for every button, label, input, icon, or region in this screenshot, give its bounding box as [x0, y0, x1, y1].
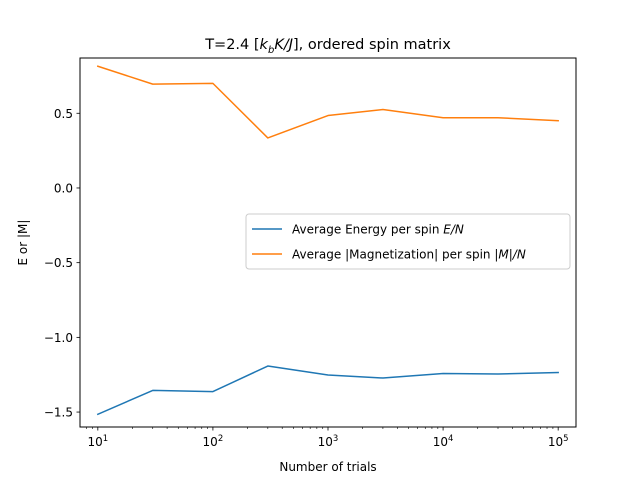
x-axis: 101 102 103 104 105 [86, 427, 569, 449]
x-tick-label: 102 [203, 434, 224, 449]
y-tick-label: −1.5 [44, 406, 73, 420]
y-axis-label: E or |M| [16, 220, 30, 266]
plot-area [96, 65, 559, 416]
legend-box [245, 213, 571, 270]
y-axis: −1.5 −1.0 −0.5 0.0 0.5 [44, 107, 80, 420]
x-tick-label: 105 [548, 434, 569, 449]
legend-label-magnetization: Average |Magnetization| per spin |M|/N [292, 248, 526, 262]
legend-label-energy: Average Energy per spin E/N [292, 223, 464, 237]
y-tick-label: −0.5 [44, 256, 73, 270]
y-tick-label: 0.5 [54, 107, 73, 121]
x-axis-label: Number of trials [279, 460, 376, 474]
series-line-0 [96, 365, 559, 416]
x-tick-label: 101 [87, 434, 108, 449]
series-line-1 [96, 65, 559, 139]
x-tick-label: 104 [433, 434, 454, 449]
legend: Average Energy per spin E/N Average |Mag… [245, 213, 571, 270]
chart-title: T=2.4 [kbK/J], ordered spin matrix [204, 37, 451, 56]
y-tick-label: −1.0 [44, 331, 73, 345]
y-tick-label: 0.0 [54, 181, 73, 195]
x-tick-label: 103 [318, 434, 339, 449]
